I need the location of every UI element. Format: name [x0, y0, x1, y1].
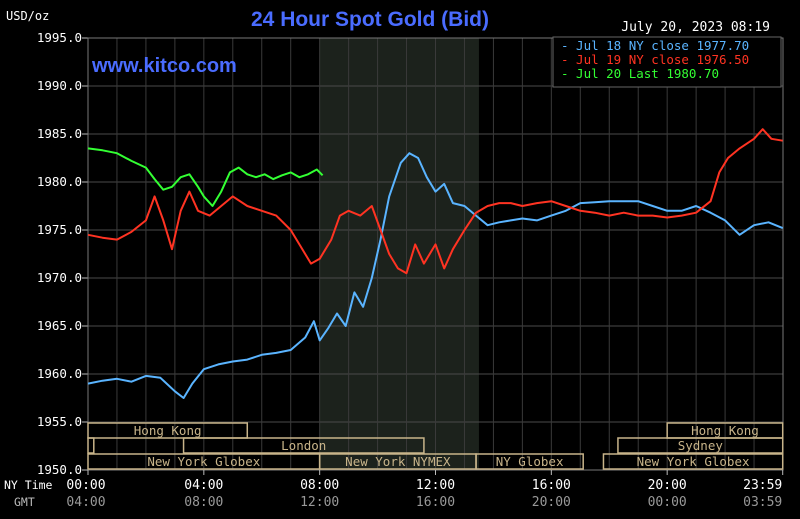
- x-tick-label-gmt: 20:00: [532, 495, 571, 510]
- chart-date: July 20, 2023 08:19: [621, 20, 770, 35]
- x-row-label-gmt: GMT: [14, 495, 35, 509]
- x-tick-label-gmt: 03:59: [743, 495, 782, 510]
- x-tick-label-gmt: 00:00: [648, 495, 687, 510]
- x-tick-label-gmt: 16:00: [416, 495, 455, 510]
- session-label: NY Globex: [496, 454, 564, 469]
- x-tick-label-gmt: 08:00: [184, 495, 223, 510]
- session-label: New York NYMEX: [345, 454, 451, 469]
- session-bar: [475, 453, 584, 470]
- legend-entry: - Jul 19 NY close 1976.50: [561, 52, 749, 67]
- y-tick-label: 1955.0: [37, 414, 82, 429]
- x-tick-label-ny: 00:00: [66, 478, 105, 493]
- session-label: New York Globex: [147, 454, 260, 469]
- chart-title: 24 Hour Spot Gold (Bid): [251, 8, 489, 31]
- x-tick-label-ny: 08:00: [300, 478, 339, 493]
- session-bar: [602, 453, 784, 470]
- x-row-label-ny: NY Time: [4, 478, 53, 492]
- session-label: Hong Kong: [134, 423, 202, 438]
- x-tick-label-ny: 20:00: [648, 478, 687, 493]
- x-tick-label-ny: 12:00: [416, 478, 455, 493]
- session-label: London: [281, 438, 326, 453]
- session-label: New York Globex: [637, 454, 750, 469]
- series-line-1: [87, 152, 784, 399]
- series-line-3: [87, 147, 324, 207]
- y-tick-label: 1960.0: [37, 366, 82, 381]
- session-bar: [87, 437, 95, 454]
- y-tick-label: 1980.0: [37, 174, 82, 189]
- y-tick-label: 1995.0: [37, 30, 82, 45]
- y-tick-label: 1970.0: [37, 270, 82, 285]
- session-bar: [87, 422, 249, 439]
- legend-entry: - Jul 18 NY close 1977.70: [561, 38, 749, 53]
- x-tick-label-ny: 23:59: [743, 478, 782, 493]
- session-bar: [617, 437, 784, 454]
- session-label: Sydney: [678, 438, 724, 453]
- x-tick-label-ny: 04:00: [184, 478, 223, 493]
- legend-entry: - Jul 20 Last 1980.70: [561, 66, 719, 81]
- y-tick-label: 1975.0: [37, 222, 82, 237]
- x-tick-label-ny: 16:00: [532, 478, 571, 493]
- session-bar: [182, 437, 425, 454]
- y-axis-label: USD/oz: [6, 9, 49, 23]
- y-tick-label: 1965.0: [37, 318, 82, 333]
- y-tick-label: 1990.0: [37, 78, 82, 93]
- y-tick-label: 1985.0: [37, 126, 82, 141]
- y-tick-label: 1950.0: [37, 462, 82, 477]
- series-line-2: [87, 128, 783, 275]
- market-hours-shading: [319, 38, 479, 470]
- x-tick-label-gmt: 04:00: [66, 495, 105, 510]
- legend-box: [552, 36, 782, 88]
- x-tick-label-gmt: 12:00: [300, 495, 339, 510]
- session-label: Hong Kong: [691, 423, 759, 438]
- watermark: www.kitco.com: [91, 55, 237, 77]
